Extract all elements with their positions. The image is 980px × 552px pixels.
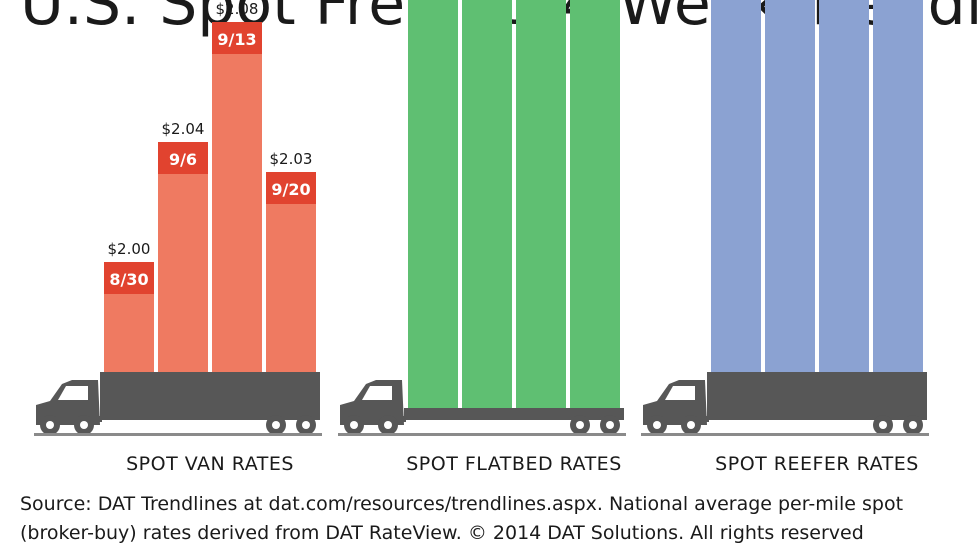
wheel-hub-icon [272,421,280,429]
bar-value-label: $2.08 [216,0,259,18]
bar-value-label: $2.04 [162,120,205,138]
bar-value-label: $2.00 [108,240,151,258]
wheel-hub-icon [384,421,392,429]
bar [873,0,923,408]
wheel-hub-icon [576,421,584,429]
bar [516,0,566,408]
ground-line [641,433,929,436]
bar-group-1: 8/30$2.439/6$2.449/13$2.459/20$2.39SPOT … [338,0,626,475]
group-label: SPOT REEFER RATES [715,453,919,475]
freight-chart: U.S. Spot Freight: 4-Week Trendlines 8/3… [20,0,980,475]
trailer-icon [404,408,624,420]
truck-hitch-icon [98,416,102,422]
truck-window-icon [665,386,695,400]
bar-date-label: 8/30 [109,270,148,289]
wheel-hub-icon [80,421,88,429]
bar-group-2: 8/30$2.289/6$2.329/13$2.369/20$2.33SPOT … [641,0,929,475]
wheel-hub-icon [302,421,310,429]
bar-date-band [104,262,154,294]
group-label: SPOT VAN RATES [126,453,294,475]
bar-date-label: 9/6 [169,150,197,169]
bar-date-band [212,22,262,54]
bar [570,0,620,408]
bar-date-label: 9/13 [217,30,256,49]
bar-date-label: 9/20 [271,180,310,199]
source-note: Source: DAT Trendlines at dat.com/resour… [20,493,904,544]
bar [212,22,262,408]
bar [711,0,761,408]
bar-date-band [266,172,316,204]
bar-group-0: 8/30 $2.00 9/6 $2.04 9/13 $2.08 9/20 $2.03 SPOT … [34,0,322,475]
wheel-hub-icon [879,421,887,429]
truck-window-icon [362,386,392,400]
bar-value-label: $2.03 [270,150,313,168]
bar [158,142,208,408]
bar [266,172,316,408]
wheel-hub-icon [606,421,614,429]
bar-date-band [158,142,208,174]
bar [462,0,512,408]
trailer-icon [100,372,320,420]
group-label: SPOT FLATBED RATES [406,453,622,475]
bar [408,0,458,408]
wheel-hub-icon [653,421,661,429]
wheel-hub-icon [687,421,695,429]
ground-line [34,433,322,436]
wheel-hub-icon [46,421,54,429]
wheel-hub-icon [350,421,358,429]
ground-line [338,433,626,436]
truck-window-icon [58,386,88,400]
bar [819,0,869,408]
wheel-hub-icon [909,421,917,429]
truck-hitch-icon [705,416,709,422]
trailer-icon [707,372,927,420]
truck-hitch-icon [402,416,406,422]
bar [765,0,815,408]
